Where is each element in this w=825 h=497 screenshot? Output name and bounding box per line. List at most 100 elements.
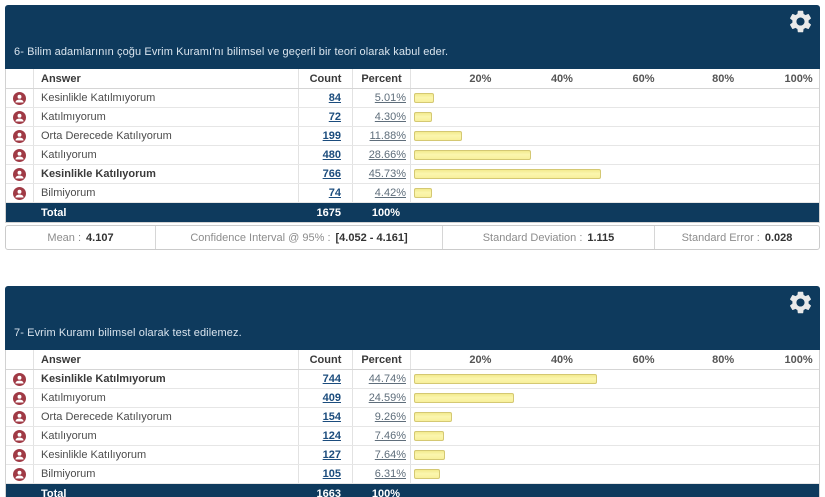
respondent-group-icon[interactable] — [13, 148, 26, 162]
percent-link[interactable]: 44.74% — [368, 373, 406, 385]
percent-bar — [414, 469, 440, 479]
total-label: Total — [41, 487, 67, 497]
answer-row: Katılmıyorum 72 4.30% — [6, 108, 819, 127]
axis-tick-80: 80% — [712, 353, 735, 366]
total-percent: 100% — [371, 487, 400, 497]
percent-bar — [414, 131, 463, 141]
answer-label: Bilmiyorum — [41, 187, 96, 199]
answer-label: Katılmıyorum — [41, 111, 106, 123]
axis-tick-100: 100% — [784, 72, 813, 85]
respondent-group-icon[interactable] — [13, 167, 26, 181]
answer-row: Kesinlikle Katılmıyorum 84 5.01% — [6, 89, 819, 108]
percent-link[interactable]: 6.31% — [374, 468, 406, 480]
answer-label: Kesinlikle Katılıyorum — [41, 449, 147, 461]
percent-link[interactable]: 4.42% — [374, 187, 406, 199]
confidence-interval-stat: Confidence Interval @ 95% : [4.052 - 4.1… — [156, 226, 443, 249]
total-count: 1663 — [316, 487, 341, 497]
count-link[interactable]: 105 — [322, 468, 341, 480]
answer-label: Katılıyorum — [41, 430, 97, 442]
percent-axis: 20% 40% 60% 80% 100% — [410, 69, 819, 88]
count-link[interactable]: 154 — [322, 411, 341, 423]
respondent-group-icon[interactable] — [13, 110, 26, 124]
count-link[interactable]: 480 — [322, 149, 341, 161]
icon-column-header — [6, 350, 34, 369]
percent-bar — [414, 112, 432, 122]
percent-bar — [414, 393, 515, 403]
count-link[interactable]: 409 — [322, 392, 341, 404]
percent-link[interactable]: 11.88% — [369, 130, 407, 142]
axis-tick-40: 40% — [550, 72, 573, 85]
mean-label: Mean : — [47, 231, 82, 244]
axis-tick-20: 20% — [469, 72, 492, 85]
count-link[interactable]: 124 — [322, 430, 341, 442]
respondent-group-icon[interactable] — [13, 448, 26, 462]
percent-bar — [414, 374, 597, 384]
percent-link[interactable]: 9.26% — [374, 411, 406, 423]
respondent-group-icon[interactable] — [13, 129, 26, 143]
mean-value: 4.107 — [86, 231, 114, 244]
confidence-interval-label: Confidence Interval @ 95% : — [190, 231, 331, 244]
percent-bar — [414, 150, 531, 160]
question-7-table: Answer Count Percent 20% 40% 60% 80% 100… — [5, 350, 820, 497]
answer-row: Katılmıyorum 409 24.59% — [6, 389, 819, 408]
percent-link[interactable]: 45.73% — [368, 168, 406, 180]
statistics-bar: Mean : 4.107 Confidence Interval @ 95% :… — [5, 225, 820, 250]
answer-row-top: Kesinlikle Katılıyorum 766 45.73% — [6, 165, 819, 184]
settings-gear-icon[interactable] — [787, 8, 814, 35]
respondent-group-icon[interactable] — [13, 91, 26, 105]
question-7-header: 7- Evrim Kuramı bilimsel olarak test edi… — [5, 286, 820, 350]
answer-row: Katılıyorum 124 7.46% — [6, 427, 819, 446]
count-link[interactable]: 72 — [328, 111, 341, 123]
percent-bar — [414, 412, 452, 422]
total-count: 1675 — [316, 206, 341, 219]
answer-label: Kesinlikle Katılmıyorum — [41, 373, 166, 385]
answer-column-header: Answer — [41, 353, 81, 366]
percent-link[interactable]: 24.59% — [368, 392, 406, 404]
percent-column-header: Percent — [352, 350, 410, 369]
standard-deviation-value: 1.115 — [587, 231, 615, 244]
respondent-group-icon[interactable] — [13, 410, 26, 424]
settings-gear-icon[interactable] — [787, 289, 814, 316]
axis-tick-20: 20% — [469, 353, 492, 366]
percent-bar — [414, 93, 435, 103]
respondent-group-icon[interactable] — [13, 391, 26, 405]
percent-link[interactable]: 28.66% — [368, 149, 406, 161]
percent-link[interactable]: 5.01% — [374, 92, 406, 104]
count-column-header: Count — [298, 69, 352, 88]
question-panel-6: 6- Bilim adamlarının çoğu Evrim Kuramı'n… — [5, 5, 820, 250]
axis-tick-60: 60% — [632, 72, 655, 85]
percent-link[interactable]: 7.64% — [374, 449, 406, 461]
count-link[interactable]: 74 — [328, 187, 341, 199]
count-link[interactable]: 744 — [322, 373, 341, 385]
axis-tick-40: 40% — [550, 353, 573, 366]
answer-row: Bilmiyorum 105 6.31% — [6, 465, 819, 484]
percent-bar — [414, 169, 601, 179]
answer-label: Orta Derecede Katılıyorum — [41, 411, 172, 423]
count-link[interactable]: 84 — [328, 92, 341, 104]
count-link[interactable]: 766 — [322, 168, 341, 180]
percent-axis: 20% 40% 60% 80% 100% — [410, 350, 819, 369]
answer-column-header: Answer — [41, 72, 81, 85]
percent-column-header: Percent — [352, 69, 410, 88]
respondent-group-icon[interactable] — [13, 429, 26, 443]
count-column-header: Count — [298, 350, 352, 369]
question-7-text: 7- Evrim Kuramı bilimsel olarak test edi… — [14, 327, 242, 339]
answer-row: Orta Derecede Katılıyorum 154 9.26% — [6, 408, 819, 427]
answer-label: Bilmiyorum — [41, 468, 96, 480]
count-link[interactable]: 127 — [322, 449, 341, 461]
total-row: Total 1675 100% — [6, 203, 819, 222]
count-link[interactable]: 199 — [322, 130, 341, 142]
percent-link[interactable]: 7.46% — [374, 430, 406, 442]
respondent-group-icon[interactable] — [13, 467, 26, 481]
standard-deviation-label: Standard Deviation : — [482, 231, 583, 244]
question-6-header: 6- Bilim adamlarının çoğu Evrim Kuramı'n… — [5, 5, 820, 69]
percent-link[interactable]: 4.30% — [374, 111, 406, 123]
respondent-group-icon[interactable] — [13, 372, 26, 386]
respondent-group-icon[interactable] — [13, 186, 26, 200]
axis-tick-60: 60% — [632, 353, 655, 366]
question-panel-7: 7- Evrim Kuramı bilimsel olarak test edi… — [5, 286, 820, 497]
table-header-row: Answer Count Percent 20% 40% 60% 80% 100… — [6, 350, 819, 370]
confidence-interval-value: [4.052 - 4.161] — [335, 231, 408, 244]
total-percent: 100% — [371, 206, 400, 219]
question-6-table: Answer Count Percent 20% 40% 60% 80% 100… — [5, 69, 820, 223]
